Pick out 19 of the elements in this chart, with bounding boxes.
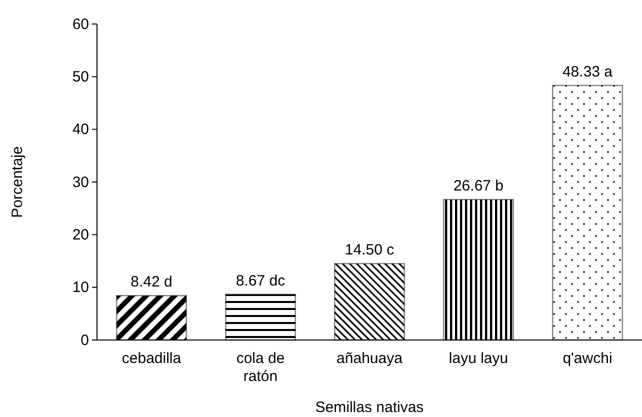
x-tick-label: layu layu: [448, 350, 508, 367]
data-label: 8.67 dc: [236, 272, 286, 290]
x-tick-label: añahuaya: [336, 350, 404, 367]
data-label: 8.42 d: [130, 274, 172, 291]
x-tick-label: cebadilla: [122, 350, 182, 367]
data-label: 26.67 b: [453, 178, 504, 195]
data-label: 48.33 a: [562, 63, 614, 80]
x-tick-label: q'awchi: [562, 350, 612, 367]
y-tick-label: 50: [72, 68, 89, 86]
y-tick-label: 60: [72, 16, 89, 33]
y-tick-label: 10: [72, 279, 89, 296]
y-tick-label: 0: [80, 332, 89, 349]
y-tick-label: 30: [72, 174, 89, 191]
y-axis-title: Porcentaje: [9, 146, 26, 218]
y-tick-label: 40: [72, 121, 89, 138]
x-tick-label: cola de ratón: [236, 350, 285, 385]
x-axis-title: Semillas nativas: [315, 399, 424, 416]
y-tick-label: 20: [72, 226, 89, 244]
data-label: 14.50 c: [344, 242, 395, 259]
